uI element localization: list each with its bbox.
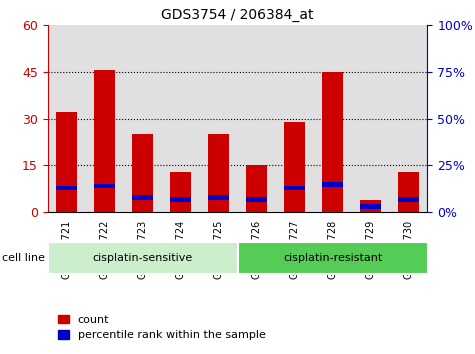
Bar [170,197,191,202]
Title: GDS3754 / 206384_at: GDS3754 / 206384_at [161,8,314,22]
Bar [56,185,77,190]
Bar [208,134,229,212]
Bar [48,242,238,274]
Bar [56,112,77,212]
Bar [246,166,267,212]
Bar [48,25,86,212]
Bar [322,182,343,187]
Bar [276,25,314,212]
Bar [360,200,381,212]
Bar [284,185,305,190]
Bar [132,195,153,200]
Bar [238,242,428,274]
Bar [322,72,343,212]
Bar [86,25,124,212]
Text: cisplatin-resistant: cisplatin-resistant [283,253,382,263]
Bar [398,172,419,212]
Text: cell line: cell line [2,253,46,263]
Bar [238,25,276,212]
Bar [162,25,199,212]
Bar [200,25,238,212]
Bar [170,172,191,212]
Bar [94,184,115,188]
Bar [360,204,381,209]
Bar [208,195,229,200]
Bar [246,197,267,202]
Bar [390,25,428,212]
Bar [352,25,390,212]
Text: cisplatin-sensitive: cisplatin-sensitive [92,253,193,263]
Legend: count, percentile rank within the sample: count, percentile rank within the sample [53,310,270,345]
Bar [314,25,352,212]
Bar [124,25,162,212]
Bar [132,134,153,212]
Bar [94,70,115,212]
Bar [398,197,419,202]
Bar [284,122,305,212]
